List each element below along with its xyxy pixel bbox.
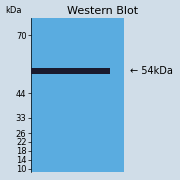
- Text: ← 54kDa: ← 54kDa: [130, 66, 173, 76]
- Bar: [31, 68, 110, 74]
- Title: Western Blot: Western Blot: [67, 6, 138, 15]
- Text: kDa: kDa: [5, 6, 21, 15]
- Bar: [31, 18, 124, 172]
